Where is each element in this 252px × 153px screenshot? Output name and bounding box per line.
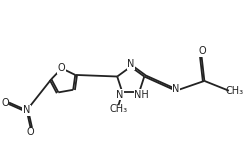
- Text: N: N: [116, 90, 124, 100]
- Text: O: O: [199, 47, 206, 56]
- Text: CH₃: CH₃: [109, 104, 128, 114]
- Text: O: O: [58, 63, 66, 73]
- Text: NH: NH: [134, 90, 149, 100]
- Text: N: N: [23, 105, 30, 115]
- Text: N: N: [172, 84, 180, 94]
- Text: O: O: [1, 97, 9, 108]
- Text: CH₃: CH₃: [226, 86, 244, 96]
- Text: N: N: [127, 59, 134, 69]
- Text: O: O: [27, 127, 35, 137]
